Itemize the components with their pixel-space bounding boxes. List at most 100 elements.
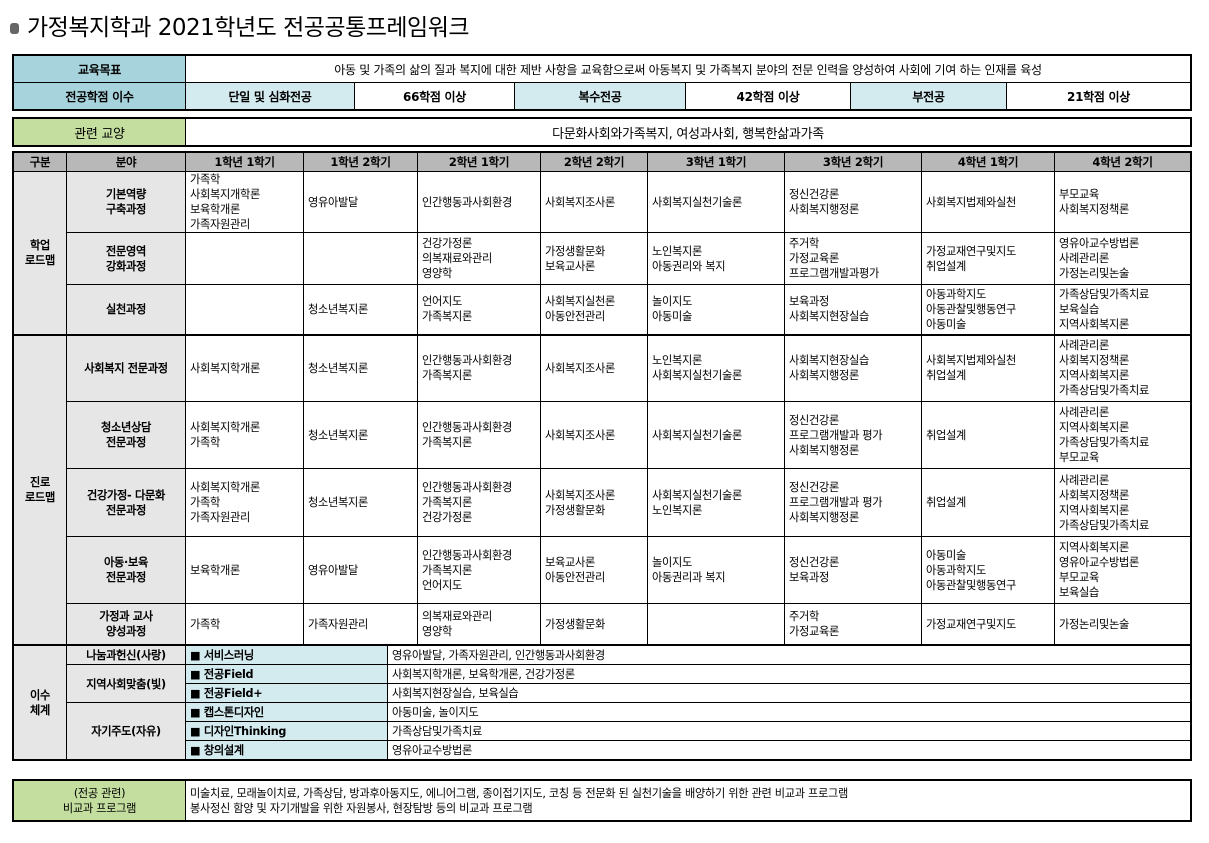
course-name: 영유아교수방법론 [1059,556,1139,569]
course-name: 사회복지행정론 [789,203,859,216]
course-name: 프로그램개발과평가 [789,267,879,280]
course-cell: 사회복지법제와실천 [921,171,1055,233]
related-text: 다문화사회와가족복지, 여성과사회, 행복한삶과가족 [185,118,1191,146]
category-name: 자기주도(자유) [66,702,186,760]
course-cell: 정신건강론 프로그램개발과 평가 사회복지행정론 [784,401,922,469]
table-row: 진로 로드맵 사회복지 전문과정 사회복지학개론 청소년복지론 인간행동과사회환경 가족복… [13,333,1191,645]
table-row: ■ 디자인Thinking 가족상담및가족치료 [14,721,1191,741]
table-row: 청소년상담 전문과정 사회복지학개론 가족학 청소년복지론 인간행동과사회환경 가족복지론… [14,401,1191,469]
credit-type: 단일 및 심화전공 [185,82,355,110]
course-cell: 정신건강론 프로그램개발과 평가 사회복지행정론 [784,468,922,537]
field-label: 전문영역 강화과정 [66,232,186,285]
course-cell: 아동과학지도 아동관찰및행동연구 아동미술 [921,284,1055,335]
course-name: 가족복지론 [422,436,472,449]
course-name: 영유아발달 [308,563,358,577]
course-name: 사회복지조사론 [545,488,615,502]
course-name: 사회복지법제와실천 [926,195,1016,209]
course-cell: 아동미술 아동과학지도 아동관찰및행동연구 [921,536,1055,604]
course-name: 건강가정론 [422,511,472,524]
course-name: 가족학 [190,496,220,509]
course-name: 아동권리와 복지 [652,259,726,273]
course-cell: 사회복지조사론 가정생활문화 [540,468,648,537]
course-name: 청소년복지론 [308,302,368,316]
course-name: 인간행동과사회환경 [422,195,512,209]
course-name: 보육실습 [1059,586,1099,599]
course-name: 사회복지행정론 [789,443,859,457]
course-name: 보육학개론 [190,203,240,216]
program-courses: 사회복지현장실습, 보육실습 [387,683,1191,703]
course-name: 가정논리및논술 [1059,267,1129,280]
course-name: 취업설계 [926,496,966,509]
credit-type: 복수전공 [514,82,686,110]
course-name: 인간행동과사회환경 [422,354,512,368]
course-name: 가족복지론 [422,496,472,509]
course-name: 가정교육론 [789,625,839,638]
course-cell [185,284,304,335]
course-name: 청소년복지론 [308,496,368,509]
course-name: 보육실습 [1059,302,1099,316]
related-label: 관련 교양 [13,118,186,146]
program-courses: 사회복지학개론, 보육학개론, 건강가정론 [387,664,1191,684]
course-name: 사회복지정책론 [1059,354,1129,368]
course-cell: 의복재료와관리 영양학 [417,603,541,645]
program-courses: 가족상담및가족치료 [387,721,1191,741]
course-cell [647,603,785,645]
course-cell: 사례관리론 사회복지정책론 지역사회복지론 가족상담및가족치료 [1054,468,1191,537]
course-name: 가정생활문화 [545,503,605,517]
course-cell: 사례관리론 지역사회복지론 가족상담및가족치료 부모교육 [1054,401,1191,469]
course-cell: 가정생활문화 [540,603,648,645]
course-name: 사례관리론 [1059,473,1109,487]
header-row: 구분 분야 1학년 1학기 1학년 2학기 2학년 1학기 2학년 2학기 3학년 1학기 3… [13,152,1191,172]
course-name: 가족학 [190,436,220,449]
table-row: 실천과정 청소년복지론 언어지도 가족복지론 사회복지실천론 아동안전관리 놀이지도 아동미술… [14,284,1191,335]
course-cell: 사회복지조사론 [540,333,648,402]
table-row: ■ 창의설계 영유아교수방법론 [14,740,1191,760]
course-cell: 보육교사론 아동안전관리 [540,536,648,604]
course-name: 의복재료와관리 [422,610,492,623]
course-name: 가정교재연구및지도 [926,244,1016,258]
table-row: 학업 로드맵 기본역량 구축과정 가족학 사회복지개학론 보육학개론 가족자원관리 영유아발… [13,171,1191,335]
course-name: 주거학 [789,610,819,623]
course-cell: 건강가정론 의복재료와관리 영양학 [417,232,541,285]
course-name: 놀이지도 [652,295,692,309]
table-row: 지역사회맞춤(빛) ■ 전공Field 사회복지학개론, 보육학개론, 건강가정론 [14,664,1191,703]
course-name: 가정교재연구및지도 [926,617,1016,631]
column-header: 1학년 2학기 [303,152,418,172]
course-name: 보육과정 [789,295,829,309]
course-name: 사회복지행정론 [789,369,859,383]
goal-table: 교육목표 아동 및 가족의 삶의 질과 복지에 대한 제반 사항을 교육함으로써… [12,54,1192,111]
course-cell: 인간행동과사회환경 가족복지론 [417,333,541,402]
column-header: 분야 [66,152,186,172]
course-name: 가족학 [190,617,220,631]
roadmap-table: 구분 분야 1학년 1학기 1학년 2학기 2학년 1학기 2학년 2학기 3학년 1학기 3… [12,151,1192,646]
curriculum-system-table: 이수 체계 나눔과헌신(사랑) ■ 서비스러닝 영유아발달, 가족자원관리, 인간행동… [12,644,1192,761]
course-name: 정신건강론 [789,413,839,427]
course-name: 취업설계 [926,369,966,383]
course-name: 가족자원관리 [190,218,250,231]
program-courses: 아동미술, 놀이지도 [387,702,1191,722]
field-label: 가정과 교사 양성과정 [66,603,186,645]
page-title: 가정복지학과 2021학년도 전공공통프레임워크 [10,8,470,42]
related-table: 관련 교양 다문화사회와가족복지, 여성과사회, 행복한삶과가족 [12,117,1192,147]
field-label: 기본역량 구축과정 [66,171,186,233]
course-name: 사회복지실천기술론 [652,428,742,442]
course-cell: 인간행동과사회환경 가족복지론 [417,401,541,469]
course-name: 취업설계 [926,428,966,442]
course-cell: 노인복지론 사회복지실천기술론 [647,333,785,402]
course-cell: 사회복지현장실습 사회복지행정론 [784,333,922,402]
system-label: 이수 체계 [13,645,67,760]
column-header: 4학년 1학기 [921,152,1055,172]
course-name: 사례관리론 [1059,339,1109,353]
group-label: 진로 로드맵 [13,333,67,645]
course-name: 아동안전관리 [545,571,605,584]
course-name: 취업설계 [926,259,966,273]
course-cell: 사회복지법제와실천 취업설계 [921,333,1055,402]
course-name: 사회복지개학론 [190,188,260,201]
course-cell: 가족학 사회복지개학론 보육학개론 가족자원관리 [185,171,304,233]
course-name: 노인복지론 [652,244,702,258]
credit-value: 21학점 이상 [1006,82,1191,110]
course-name: 가정생활문화 [545,617,605,631]
course-name: 아동미술 [652,310,692,324]
course-name: 지역사회복지론 [1059,317,1129,331]
course-cell: 정신건강론 사회복지행정론 [784,171,922,233]
